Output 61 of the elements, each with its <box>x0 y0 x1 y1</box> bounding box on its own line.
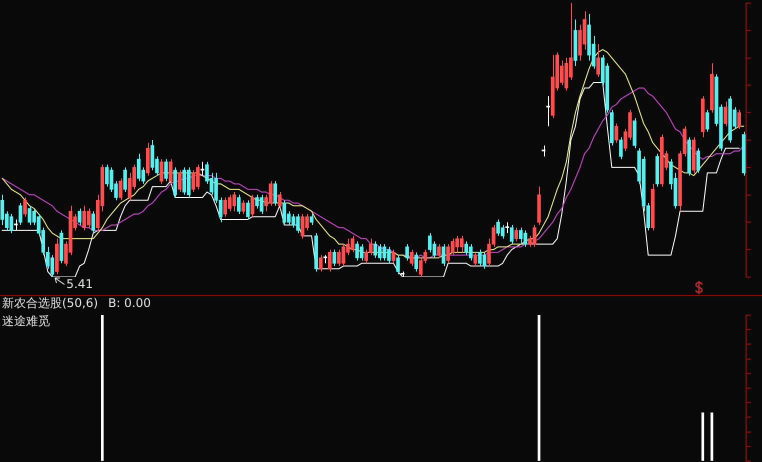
candlestick <box>378 244 382 262</box>
candlestick <box>519 227 523 245</box>
candlestick <box>278 192 282 209</box>
candlestick <box>332 249 336 267</box>
candlestick <box>236 194 241 214</box>
candlestick <box>200 161 204 176</box>
annotation: 迷途难觅 <box>2 314 50 328</box>
candlestick <box>737 109 742 130</box>
candlestick <box>18 202 22 226</box>
candlestick <box>182 166 186 196</box>
candlestick <box>232 192 236 212</box>
candlestick <box>91 210 96 234</box>
candlestick <box>273 180 278 206</box>
candlestick <box>228 194 232 212</box>
candlestick <box>706 109 710 132</box>
candlestick <box>414 252 418 272</box>
candlestick <box>268 180 272 206</box>
candlestick <box>696 148 700 174</box>
candlestick <box>464 240 468 256</box>
candlestick <box>392 249 396 264</box>
candlestick <box>86 208 91 228</box>
candlestick <box>191 170 196 193</box>
candlestick <box>396 254 400 275</box>
candlestick <box>437 244 441 258</box>
candlestick <box>318 254 323 272</box>
candlestick <box>14 218 18 231</box>
candlestick <box>328 249 332 272</box>
chart-title: 新农合选股(50,6) <box>2 296 98 310</box>
candlestick <box>500 224 504 240</box>
candlestick <box>410 249 414 267</box>
candlestick <box>178 170 182 193</box>
candlestick <box>246 200 250 220</box>
candlestick <box>23 197 27 218</box>
candlestick <box>160 158 164 184</box>
candlestick <box>460 235 464 253</box>
candlestick <box>405 244 409 262</box>
candlestick <box>282 200 286 226</box>
candlestick <box>164 158 168 182</box>
candlestick <box>118 178 122 201</box>
candlestick <box>310 213 314 226</box>
text: B: 0.00 <box>108 296 151 310</box>
candlestick <box>542 144 546 157</box>
annotation: 5.41 <box>66 277 94 292</box>
candlestick <box>619 136 623 160</box>
candlestick <box>510 224 514 245</box>
candlestick <box>123 166 127 193</box>
candlestick <box>0 194 4 226</box>
candlestick <box>614 123 618 144</box>
candlestick <box>468 244 473 262</box>
candlestick <box>136 153 141 182</box>
candlestick <box>442 244 446 267</box>
candlestick <box>78 208 82 226</box>
candlestick <box>242 200 246 214</box>
candlestick <box>474 252 478 267</box>
candlestick <box>724 101 728 127</box>
candlestick <box>514 227 518 242</box>
candlestick <box>168 158 172 184</box>
candlestick <box>373 240 378 258</box>
candlestick <box>596 44 600 78</box>
candlestick <box>428 232 432 253</box>
candlestick <box>250 194 254 218</box>
